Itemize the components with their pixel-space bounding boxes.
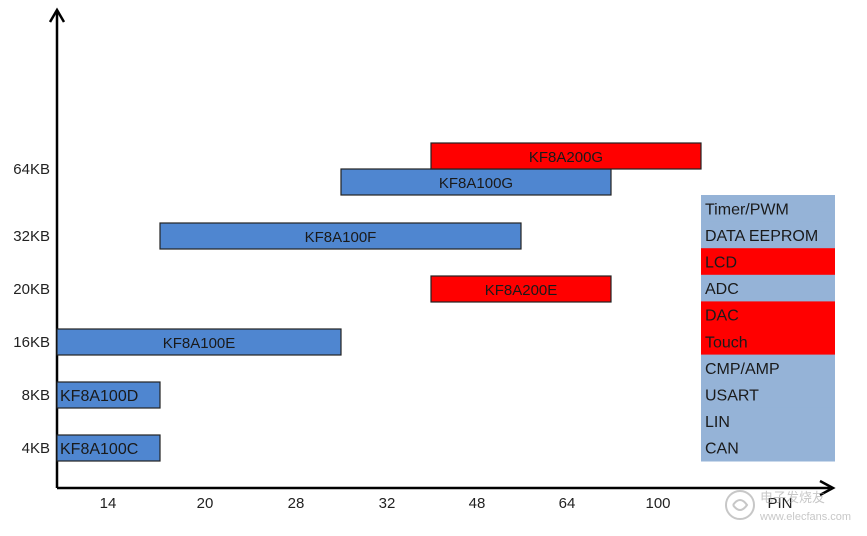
x-tick-label: 100 [645,495,670,512]
feature-row [701,248,835,276]
bar-label: KF8A200G [529,149,603,166]
y-tick-label: 64KB [13,161,50,178]
feature-label: CMP/AMP [705,361,780,378]
y-tick-label: 8KB [22,387,50,404]
range-bars: KF8A100C KF8A100D KF8A100E KF8A200E KF8A100F… [56,142,702,462]
bar [56,381,161,409]
y-tick-label: 32KB [13,228,50,245]
feature-label: Touch [705,334,748,351]
feature-list: Timer/PWM DATA EEPROM LCD ADC DAC Touch CMP/AM… [701,195,835,462]
bar-label: KF8A100E [163,335,236,352]
feature-label: LCD [705,255,737,272]
bar-group: KF8A200E [430,275,612,303]
bar [430,275,612,303]
y-axis-arrow-icon [48,7,66,23]
y-tick-labels: 4KB 8KB 16KB 20KB 32KB 64KB [13,161,50,457]
x-tick-label: 28 [288,495,305,512]
feature-label: ADC [705,281,739,298]
watermark-logo-mark-icon [732,499,749,511]
feature-label: USART [705,388,759,405]
bar [56,434,161,462]
bar-group: KF8A100E [56,328,342,356]
feature-label: LIN [705,414,730,431]
feature-row [701,354,835,382]
x-tick-label: 20 [197,495,214,512]
feature-row [701,195,835,223]
feature-label: DAC [705,308,739,325]
x-tick-label: 48 [469,495,486,512]
bar [159,222,522,250]
bar-group: KF8A200G [430,142,702,170]
bar-group: KF8A100F [159,222,522,250]
x-axis-arrow-icon [819,479,836,497]
feature-label: CAN [705,441,739,458]
feature-row [701,407,835,435]
x-axis-title: PIN [767,495,792,512]
bar-label: KF8A100F [305,229,377,246]
x-tick-label: 14 [100,495,117,512]
bar-label: KF8A200E [485,282,558,299]
bar [56,328,342,356]
bar [340,168,612,196]
bar-label: KF8A100D [60,388,138,405]
bar-label: KF8A100G [439,175,513,192]
y-tick-label: 20KB [13,281,50,298]
feature-label: Timer/PWM [705,201,789,218]
bar-group: KF8A100D [56,381,161,409]
bar-group: KF8A100C [56,434,161,462]
bar-label: KF8A100C [60,441,138,458]
feature-row [701,381,835,409]
watermark-logo-icon [725,490,755,520]
x-tick-label: 32 [379,495,396,512]
x-tick-labels: 14 20 28 32 48 64 100 [100,495,671,512]
watermark-url: www.elecfans.com [759,511,851,523]
watermark-title: 电子发烧友 [760,490,825,505]
bar [430,142,702,170]
feature-row [701,328,835,356]
watermark: 电子发烧友 www.elecfans.com [725,490,851,523]
feature-label: DATA EEPROM [705,228,818,245]
bar-group: KF8A100G [340,168,612,196]
feature-row [701,301,835,329]
feature-row [701,221,835,249]
x-tick-label: 64 [559,495,576,512]
y-tick-label: 16KB [13,334,50,351]
feature-row [701,434,835,462]
y-tick-label: 4KB [22,440,50,457]
feature-row [701,274,835,302]
